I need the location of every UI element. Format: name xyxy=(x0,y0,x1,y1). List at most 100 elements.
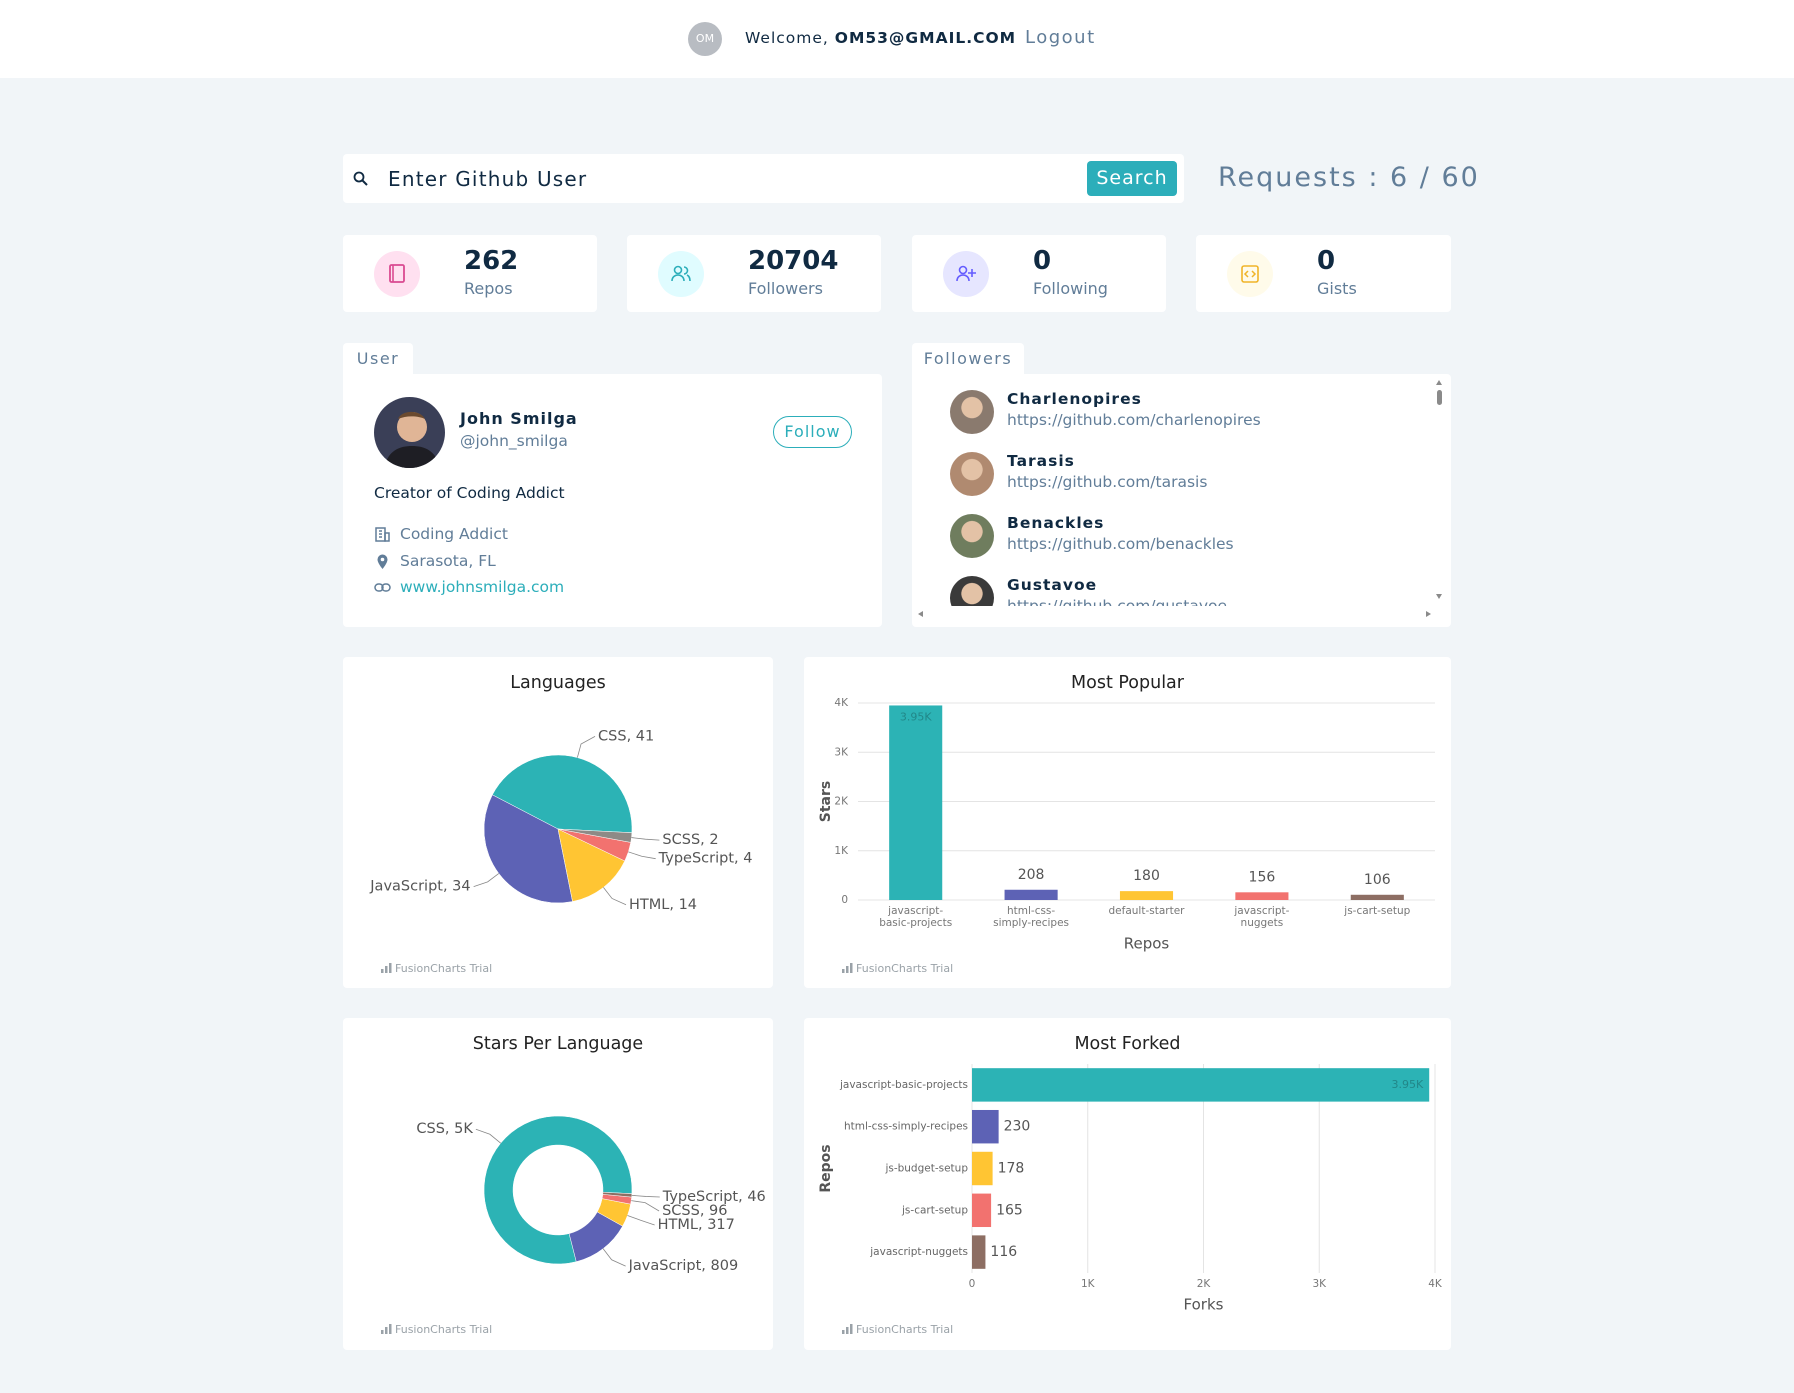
search-icon xyxy=(353,171,368,186)
shape xyxy=(380,557,385,562)
shape xyxy=(389,264,405,283)
y-tick-label: 1K xyxy=(834,845,849,857)
follower-avatar xyxy=(950,452,994,496)
y-tick-label: js-cart-setup xyxy=(901,1204,968,1216)
stat-label: Following xyxy=(1033,279,1108,298)
chart-title: Most Popular xyxy=(1071,673,1185,693)
follower-name: Benackles xyxy=(1007,514,1105,532)
value-label: 180 xyxy=(1133,868,1160,884)
search-box: Enter Github User Search xyxy=(343,154,1184,203)
followers-icon xyxy=(671,265,691,282)
shape xyxy=(918,611,923,617)
label-line: javascript- xyxy=(1233,905,1289,917)
credit-bar xyxy=(381,1330,384,1334)
followers-tab: Followers xyxy=(912,343,1024,374)
follower-avatar xyxy=(950,576,994,606)
shape xyxy=(1243,270,1257,278)
followers-card: Charlenopires https://github.com/charleno… xyxy=(912,374,1451,627)
value-label: 165 xyxy=(996,1202,1023,1218)
search-input[interactable]: Enter Github User xyxy=(388,167,588,191)
chart: Most Popular FusionCharts Trial 0 1K 2K 3K 4K 3… xyxy=(818,673,1435,975)
shape xyxy=(384,446,440,468)
y-axis-title: Stars xyxy=(818,781,834,822)
chart-credit: FusionCharts Trial xyxy=(856,1323,953,1336)
chart-credit: FusionCharts Trial xyxy=(395,1323,492,1336)
x-axis-title: Repos xyxy=(1124,935,1170,953)
chart: Languages FusionCharts Trial CSS, 41 SCSS, … xyxy=(369,673,753,975)
slice-label: JavaScript, 34 xyxy=(369,879,470,895)
y-tick-label: html-css-simply-recipes xyxy=(844,1121,968,1133)
slice-label: SCSS, 2 xyxy=(662,832,718,848)
chart-credit: FusionCharts Trial xyxy=(856,962,953,975)
bar xyxy=(972,1151,993,1186)
credit-bar xyxy=(842,969,845,973)
credit-bar xyxy=(846,966,849,973)
value-label: 3.95K xyxy=(1391,1078,1423,1091)
chart-card: Languages FusionCharts Trial CSS, 41 SCSS, … xyxy=(343,657,773,988)
search-button[interactable]: Search xyxy=(1087,161,1177,196)
user-bio: Creator of Coding Addict xyxy=(374,484,565,502)
slice-label: TypeScript, 4 xyxy=(658,851,753,867)
label-line: javascript- xyxy=(887,905,943,917)
x-tick-label: 2K xyxy=(1197,1278,1212,1290)
chart: Stars Per Language FusionCharts Trial Type… xyxy=(381,1034,766,1336)
shape xyxy=(1426,611,1431,617)
follow-button[interactable]: Follow xyxy=(773,416,852,448)
shape xyxy=(374,583,384,592)
slice-label: TypeScript, 46 xyxy=(662,1189,766,1205)
leader-line xyxy=(631,1200,660,1212)
leader-line xyxy=(631,1195,660,1198)
bar xyxy=(889,705,943,900)
credit-icon xyxy=(842,1324,853,1334)
x-tick-label: javascript-basic-projects xyxy=(879,905,952,929)
shape xyxy=(397,412,427,442)
logout-link[interactable]: Logout xyxy=(1025,27,1096,48)
link-icon xyxy=(374,583,391,592)
shape xyxy=(671,274,685,282)
welcome-text: Welcome, OM53@GMAIL.COM xyxy=(745,29,1016,47)
value-label: 208 xyxy=(1018,867,1045,883)
user-tab: User xyxy=(343,343,413,374)
follower-url[interactable]: https://github.com/benackles xyxy=(1007,535,1234,553)
chart-card: Most Forked FusionCharts Trial 0 1K 2K 3K 4K 3.… xyxy=(804,1018,1451,1350)
user-photo xyxy=(374,397,445,468)
scrollbar[interactable] xyxy=(912,374,1451,627)
follower-list[interactable]: Charlenopires https://github.com/charleno… xyxy=(912,384,1432,606)
slice-label: SCSS, 96 xyxy=(662,1203,727,1219)
welcome-label: Welcome, xyxy=(745,29,829,47)
follower-url[interactable]: https://github.com/charlenopires xyxy=(1007,411,1261,429)
label-line: nuggets xyxy=(1241,917,1284,929)
value-label: 106 xyxy=(1364,872,1391,888)
follower-url[interactable]: https://github.com/tarasis xyxy=(1007,473,1208,491)
credit-bar xyxy=(846,1327,849,1334)
leader-line xyxy=(576,735,596,758)
blog-link[interactable]: www.johnsmilga.com xyxy=(400,578,565,596)
follower-item: Tarasis https://github.com/tarasis xyxy=(912,446,1412,502)
stat-card: 20704 Followers xyxy=(627,235,881,312)
user-name: John Smilga xyxy=(460,409,578,428)
follower-avatar xyxy=(950,514,994,558)
follower-item: Charlenopires https://github.com/charleno… xyxy=(912,384,1412,440)
shape xyxy=(683,266,691,282)
leader-line xyxy=(628,851,656,860)
shape xyxy=(1437,390,1442,405)
bar xyxy=(972,1109,999,1144)
y-tick-label: javascript-nuggets xyxy=(869,1246,968,1258)
y-tick-label: 2K xyxy=(834,796,849,808)
chart-card: Stars Per Language FusionCharts Trial Type… xyxy=(343,1018,773,1350)
user-email: OM53@GMAIL.COM xyxy=(834,29,1017,47)
x-tick-label: default-starter xyxy=(1109,905,1186,917)
slice-label: HTML, 14 xyxy=(629,897,697,913)
value-label: 3.95K xyxy=(900,710,932,723)
chart-title: Most Forked xyxy=(1074,1034,1180,1054)
bar xyxy=(972,1235,986,1269)
value-label: 178 xyxy=(998,1161,1025,1177)
follower-url[interactable]: https://github.com/gustavoe xyxy=(1007,597,1228,606)
chart: Most Forked FusionCharts Trial 0 1K 2K 3K 4K 3.… xyxy=(818,1034,1443,1336)
stat-card: 0 Gists xyxy=(1196,235,1451,312)
credit-bar xyxy=(389,963,392,973)
shape xyxy=(956,274,970,282)
shape xyxy=(381,583,391,592)
credit-icon xyxy=(381,963,392,973)
